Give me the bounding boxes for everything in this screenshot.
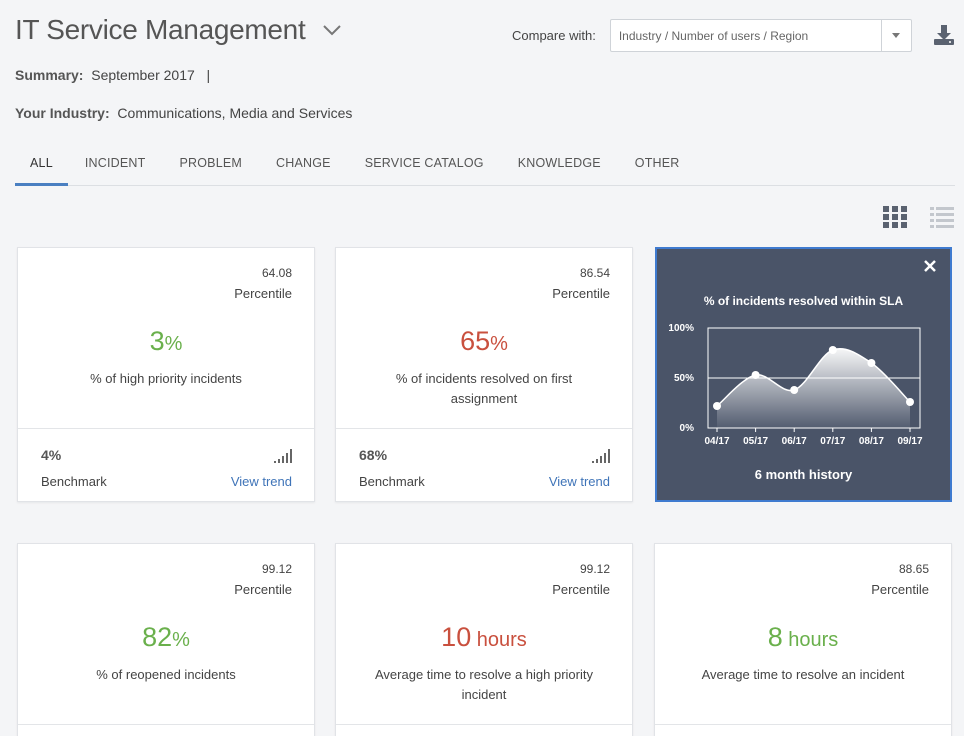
page-title: IT Service Management	[15, 14, 306, 45]
card-footer	[18, 724, 314, 736]
chart-point	[867, 359, 876, 367]
metric-card-high-priority[interactable]: 64.08 Percentile 3% % of high priority i…	[17, 247, 315, 502]
metric-unit: %	[164, 333, 183, 355]
metric-unit: %	[172, 629, 190, 651]
x-tick-label: 05/17	[743, 436, 768, 447]
chart-point	[790, 386, 799, 394]
chevron-down-icon[interactable]	[321, 19, 343, 41]
metric-value: 8 hours	[655, 622, 951, 653]
benchmark-label: Benchmark	[359, 474, 425, 489]
metric-number: 3	[149, 326, 165, 356]
y-tick-label: 50%	[674, 373, 694, 384]
tab-all[interactable]: ALL	[15, 152, 68, 186]
tab-service-catalog[interactable]: SERVICE CATALOG	[364, 156, 484, 170]
industry-label: Your Industry:	[15, 105, 110, 121]
caret-down-icon[interactable]	[880, 20, 911, 51]
download-icon[interactable]	[932, 23, 956, 47]
metric-description: % of reopened incidents	[96, 667, 236, 682]
benchmark-value: 4%	[41, 447, 62, 463]
percentile-label: Percentile	[552, 582, 610, 597]
history-chart: 0% 50% 100% 04/17 05/17 06/17 07/17 08/17 09/17	[668, 323, 923, 447]
view-trend-link[interactable]: View trend	[230, 474, 292, 489]
compare-label: Compare with:	[512, 28, 596, 43]
title-row: IT Service Management	[15, 14, 343, 46]
percentile-label: Percentile	[234, 582, 292, 597]
compare-placeholder: Industry / Number of users / Region	[618, 28, 809, 43]
metric-value: 3%	[18, 326, 314, 357]
y-tick-label: 0%	[680, 423, 695, 434]
percentile-value: 99.12	[261, 562, 292, 576]
tab-change[interactable]: CHANGE	[276, 156, 331, 170]
metric-card-high-priority-time[interactable]: 99.12 Percentile 10 hours Average time t…	[335, 543, 633, 736]
metric-description: Average time to resolve an incident	[701, 667, 905, 682]
percentile-label: Percentile	[552, 286, 610, 301]
chart-point	[828, 346, 837, 354]
card-footer	[655, 724, 951, 736]
chart-point	[906, 398, 914, 406]
x-tick-label: 09/17	[897, 436, 922, 447]
tab-bar: ALL INCIDENT PROBLEM CHANGE SERVICE CATA…	[15, 152, 955, 186]
summary-label: Summary:	[15, 67, 84, 83]
metric-number: 8	[767, 622, 783, 652]
summary-date: September 2017	[91, 67, 195, 83]
industry-value: Communications, Media and Services	[117, 105, 353, 121]
metric-unit: hours	[471, 629, 527, 651]
x-tick-label: 08/17	[859, 436, 884, 447]
view-trend-link[interactable]: View trend	[548, 474, 610, 489]
list-view-icon[interactable]	[930, 206, 954, 228]
chart-point	[713, 402, 721, 410]
metric-value: 65%	[336, 326, 632, 357]
chart-title: % of incidents resolved within SLA	[703, 294, 904, 308]
y-tick-label: 100%	[668, 323, 694, 334]
view-toggles	[883, 206, 954, 228]
metric-unit: %	[490, 333, 508, 355]
chart-point	[751, 371, 760, 379]
percentile-value: 64.08	[261, 266, 292, 280]
x-tick-label: 07/17	[820, 436, 845, 447]
chart-footer: 6 month history	[754, 467, 853, 482]
chart-area	[717, 348, 910, 428]
compare-select[interactable]: Industry / Number of users / Region	[609, 19, 912, 52]
tab-knowledge[interactable]: KNOWLEDGE	[517, 156, 601, 170]
tab-incident[interactable]: INCIDENT	[84, 156, 146, 170]
tab-other[interactable]: OTHER	[634, 156, 680, 170]
industry: Your Industry: Communications, Media and…	[15, 105, 352, 121]
metric-description: Average time to resolve a high priority …	[375, 667, 593, 702]
metric-value: 10 hours	[336, 622, 632, 653]
percentile-value: 88.65	[898, 562, 929, 576]
card-footer: 4% Benchmark View trend	[18, 428, 314, 501]
x-tick-label: 06/17	[782, 436, 807, 447]
metric-description: % of incidents resolved on first assignm…	[395, 371, 573, 406]
metric-card-resolve-time[interactable]: 88.65 Percentile 8 hours Average time to…	[654, 543, 952, 736]
compare-with: Compare with: Industry / Number of users…	[512, 19, 912, 52]
grid-view-icon[interactable]	[883, 206, 907, 228]
history-chart-card[interactable]: % of incidents resolved within SLA 0% 50%…	[655, 247, 952, 502]
percentile-label: Percentile	[871, 582, 929, 597]
summary: Summary: September 2017 |	[15, 67, 210, 83]
metric-unit: hours	[782, 629, 839, 651]
signal-bars-icon	[592, 449, 610, 463]
benchmark-label: Benchmark	[41, 474, 107, 489]
summary-separator: |	[206, 67, 211, 83]
percentile-value: 86.54	[579, 266, 610, 280]
metric-number: 65	[460, 326, 491, 356]
metric-number: 82	[142, 622, 173, 652]
tab-problem[interactable]: PROBLEM	[179, 156, 243, 170]
card-footer	[336, 724, 632, 736]
signal-bars-icon	[274, 449, 292, 463]
percentile-value: 99.12	[579, 562, 610, 576]
card-footer: 68% Benchmark View trend	[336, 428, 632, 501]
metric-number: 10	[441, 622, 472, 652]
close-icon[interactable]	[922, 258, 938, 274]
metric-card-first-assignment[interactable]: 86.54 Percentile 65% % of incidents reso…	[335, 247, 633, 502]
x-tick-label: 04/17	[704, 436, 729, 447]
benchmark-value: 68%	[359, 447, 388, 463]
metric-value: 82%	[18, 622, 314, 653]
metric-description: % of high priority incidents	[90, 371, 242, 386]
percentile-label: Percentile	[234, 286, 292, 301]
metric-card-reopened[interactable]: 99.12 Percentile 82% % of reopened incid…	[17, 543, 315, 736]
